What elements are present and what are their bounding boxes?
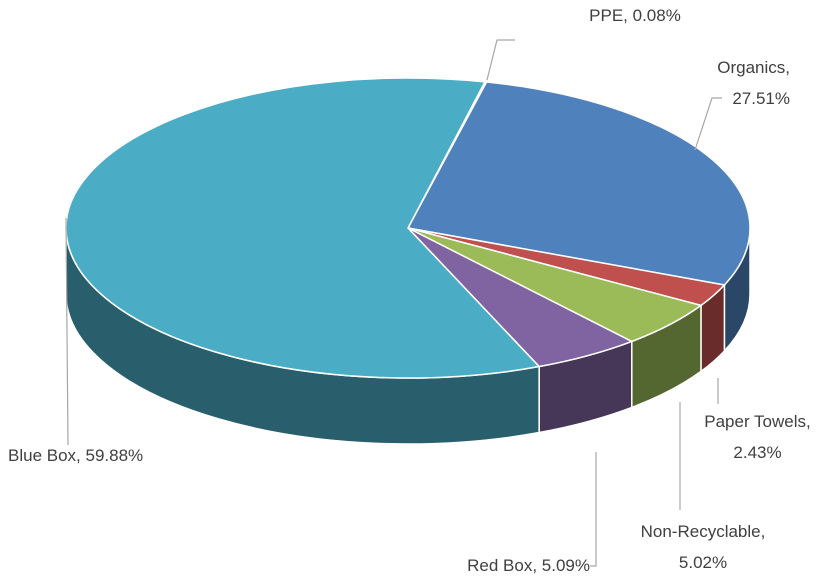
data-label: Organics, 27.51% — [717, 58, 790, 108]
leader-line — [590, 452, 597, 567]
data-label: PPE, 0.08% — [589, 6, 681, 25]
data-label: Paper Towels, 2.43% — [704, 412, 811, 462]
data-label: Non-Recyclable, 5.02% — [640, 522, 766, 572]
pie-sides — [65, 227, 751, 445]
slice — [406, 81, 751, 286]
data-label: Red Box, 5.09% — [467, 556, 590, 575]
pie-tops — [65, 77, 751, 379]
leader-line — [694, 97, 722, 151]
data-label: Blue Box, 59.88% — [8, 446, 144, 465]
slice — [65, 77, 541, 379]
leader-line — [65, 217, 69, 446]
leader-line — [486, 39, 515, 81]
